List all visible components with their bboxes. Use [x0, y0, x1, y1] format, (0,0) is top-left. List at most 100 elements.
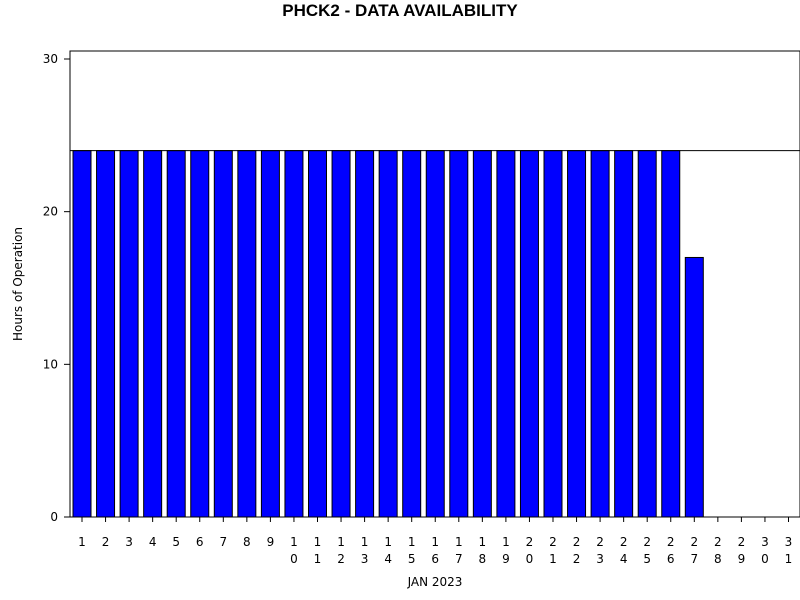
x-tick-digit: 1 — [408, 535, 416, 549]
chart-title: PHCK2 - DATA AVAILABILITY — [282, 1, 518, 20]
x-tick-digit: 2 — [337, 552, 345, 566]
x-tick-digit: 0 — [290, 552, 298, 566]
x-tick-digit: 1 — [314, 552, 322, 566]
x-tick-digit: 4 — [384, 552, 392, 566]
bar — [143, 150, 163, 518]
x-tick-digit: 0 — [526, 552, 534, 566]
bar — [355, 150, 375, 518]
bar — [237, 150, 257, 518]
x-tick-label: 11 — [314, 535, 322, 566]
x-tick-digit: 1 — [78, 535, 86, 549]
x-tick-label: 26 — [667, 535, 675, 566]
x-tick-label: 7 — [219, 535, 227, 549]
bar — [213, 150, 233, 518]
x-tick-label: 1 — [78, 535, 86, 549]
x-tick-digit: 1 — [431, 535, 439, 549]
x-axis: 1 2 3 4 5 6 7 8 9 1011121314151617181920212223242… — [78, 517, 792, 566]
x-tick-label: 19 — [502, 535, 510, 566]
x-tick-label: 31 — [785, 535, 793, 566]
bar — [166, 150, 186, 518]
bar — [614, 150, 634, 518]
bar — [567, 150, 587, 518]
bar — [284, 150, 304, 518]
bar — [72, 150, 92, 518]
x-tick-digit: 9 — [267, 535, 275, 549]
x-tick-label: 15 — [408, 535, 416, 566]
x-tick-digit: 1 — [549, 552, 557, 566]
x-tick-label: 3 — [125, 535, 133, 549]
x-tick-label: 28 — [714, 535, 722, 566]
x-tick-digit: 2 — [620, 535, 628, 549]
x-tick-digit: 7 — [455, 552, 463, 566]
x-tick-digit: 6 — [431, 552, 439, 566]
x-tick-label: 30 — [761, 535, 769, 566]
bar — [331, 150, 351, 518]
x-tick-digit: 2 — [102, 535, 110, 549]
x-tick-digit: 2 — [667, 535, 675, 549]
x-tick-digit: 6 — [196, 535, 204, 549]
x-tick-digit: 9 — [502, 552, 510, 566]
x-axis-title: JAN 2023 — [407, 575, 463, 589]
x-tick-digit: 3 — [125, 535, 133, 549]
x-tick-digit: 9 — [738, 552, 746, 566]
bar — [402, 150, 422, 518]
x-tick-label: 14 — [384, 535, 392, 566]
y-axis-title: Hours of Operation — [11, 227, 25, 341]
x-tick-digit: 1 — [479, 535, 487, 549]
y-tick-label: 10 — [43, 357, 58, 371]
x-tick-label: 4 — [149, 535, 157, 549]
x-tick-label: 27 — [690, 535, 698, 566]
x-tick-digit: 3 — [785, 535, 793, 549]
x-tick-digit: 2 — [596, 535, 604, 549]
x-tick-digit: 7 — [219, 535, 227, 549]
x-tick-digit: 3 — [761, 535, 769, 549]
x-tick-label: 29 — [738, 535, 746, 566]
y-tick-label: 0 — [50, 510, 58, 524]
bar-series — [72, 150, 704, 518]
x-tick-label: 23 — [596, 535, 604, 566]
x-tick-digit: 4 — [620, 552, 628, 566]
x-tick-label: 21 — [549, 535, 557, 566]
x-tick-label: 9 — [267, 535, 275, 549]
x-tick-digit: 5 — [172, 535, 180, 549]
x-tick-digit: 2 — [549, 535, 557, 549]
bar — [260, 150, 280, 518]
x-tick-label: 16 — [431, 535, 439, 566]
x-tick-label: 20 — [526, 535, 534, 566]
y-tick-label: 30 — [43, 52, 58, 66]
x-tick-label: 2 — [102, 535, 110, 549]
x-tick-label: 10 — [290, 535, 298, 566]
x-tick-label: 17 — [455, 535, 463, 566]
x-tick-label: 6 — [196, 535, 204, 549]
x-tick-digit: 1 — [314, 535, 322, 549]
x-tick-digit: 8 — [714, 552, 722, 566]
x-tick-label: 18 — [479, 535, 487, 566]
x-tick-digit: 2 — [573, 552, 581, 566]
bar — [496, 150, 516, 518]
bar — [449, 150, 469, 518]
bar — [308, 150, 327, 518]
x-tick-digit: 8 — [243, 535, 251, 549]
x-tick-digit: 4 — [149, 535, 157, 549]
x-tick-digit: 2 — [573, 535, 581, 549]
x-tick-label: 25 — [643, 535, 651, 566]
x-tick-digit: 3 — [361, 552, 369, 566]
x-tick-label: 13 — [361, 535, 369, 566]
bar — [590, 150, 610, 518]
bar — [472, 150, 492, 518]
x-tick-label: 22 — [573, 535, 581, 566]
x-tick-digit: 5 — [408, 552, 416, 566]
x-tick-digit: 0 — [761, 552, 769, 566]
x-tick-digit: 7 — [690, 552, 698, 566]
bar — [637, 150, 657, 518]
x-tick-digit: 5 — [643, 552, 651, 566]
y-tick-label: 20 — [43, 205, 58, 219]
x-tick-digit: 2 — [738, 535, 746, 549]
x-tick-digit: 1 — [337, 535, 345, 549]
x-tick-digit: 2 — [690, 535, 698, 549]
bar — [543, 150, 563, 518]
y-axis: 0 10 20 30 — [43, 52, 70, 524]
x-tick-digit: 3 — [596, 552, 604, 566]
x-tick-label: 5 — [172, 535, 180, 549]
